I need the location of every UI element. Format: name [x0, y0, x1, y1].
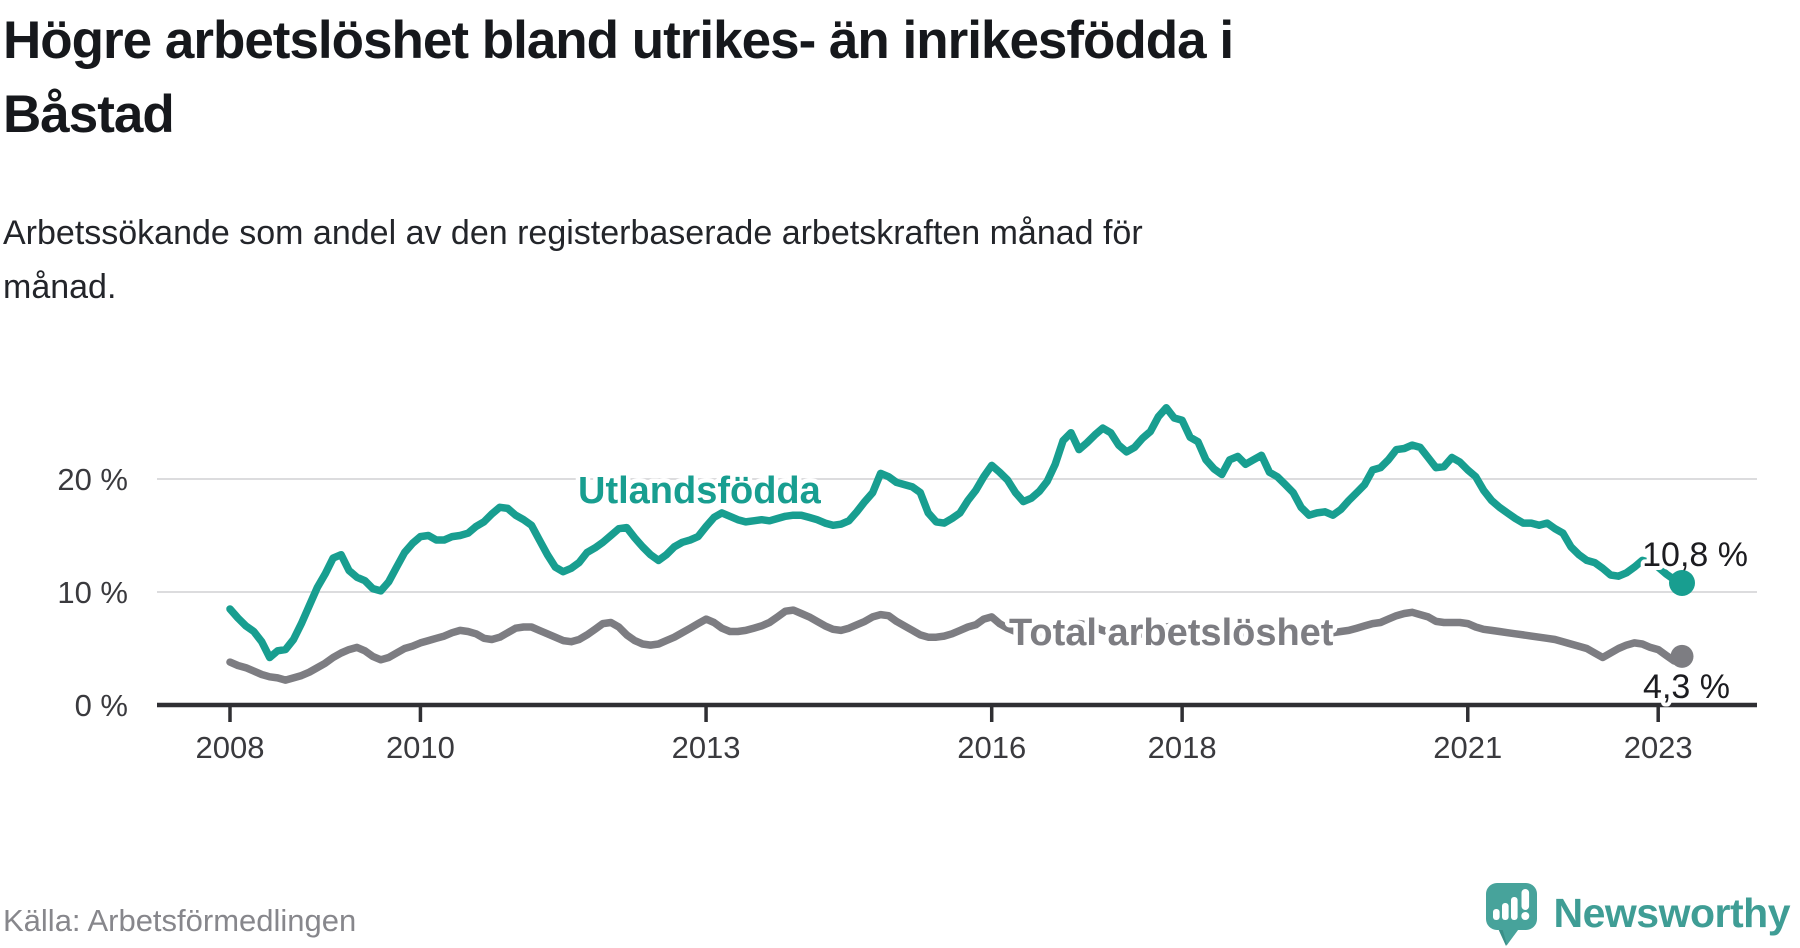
page-title-line-2: Båstad: [3, 85, 175, 144]
newsworthy-logo: Newsworthy: [1485, 882, 1791, 948]
x-axis-label-2008: 2008: [196, 730, 265, 765]
chart-subtitle-line-2: månad.: [3, 268, 117, 306]
source-text: Källa: Arbetsförmedlingen: [3, 903, 357, 938]
newsworthy-bubble-chart-icon: [1485, 883, 1537, 946]
logo-exclamation-dot: [1520, 912, 1529, 920]
endpoint-dot-utlandsf-dda: [1669, 569, 1695, 596]
y-axis-label-20: 20 %: [57, 462, 128, 497]
x-axis-label-2021: 2021: [1433, 730, 1502, 765]
end-value-label-utlandsf-dda: 10,8 %: [1642, 536, 1748, 574]
page-title-line-1: Högre arbetslöshet bland utrikes- än inr…: [3, 11, 1234, 70]
logo-bar-medium: [1501, 903, 1509, 920]
chart-subtitle: Arbetssökande som andel av den registerb…: [3, 206, 1143, 314]
y-axis-label-10: 10 %: [57, 575, 128, 610]
endpoint-dot-total-arbetsl-shet: [1670, 644, 1694, 668]
x-axis-label-2023: 2023: [1624, 730, 1693, 765]
newsworthy-wordmark: Newsworthy: [1553, 890, 1791, 936]
y-axis-label-0: 0 %: [75, 688, 128, 723]
x-axis-label-2016: 2016: [957, 730, 1026, 765]
logo-bar-small: [1492, 909, 1500, 920]
x-axis-label-2010: 2010: [386, 730, 455, 765]
series-label-total-arbetsl-shet: Total arbetslöshet: [1009, 612, 1334, 654]
logo-bar-large: [1510, 897, 1518, 920]
chart-canvas: 0 % 10 % 20 % 2008 2010 2013 2016 2018 2021 2023 U…: [57, 404, 1757, 765]
logo-exclamation-bar: [1521, 889, 1529, 910]
end-value-label-total-arbetsl-shet: 4,3 %: [1643, 668, 1730, 706]
series-line-total-arbetsl-shet: [226, 606, 1686, 684]
chart-subtitle-line-1: Arbetssökande som andel av den registerb…: [3, 214, 1143, 252]
x-axis-label-2013: 2013: [672, 730, 741, 765]
series-line-utlandsf-dda: [226, 404, 1686, 662]
line-chart: 0 % 10 % 20 % 2008 2010 2013 2016 2018 2021 2023 U…: [0, 335, 1800, 795]
x-axis-label-2018: 2018: [1148, 730, 1217, 765]
series-label-utlandsf-dda: Utlandsfödda: [578, 470, 822, 512]
page-title: Högre arbetslöshet bland utrikes- än inr…: [3, 4, 1234, 152]
